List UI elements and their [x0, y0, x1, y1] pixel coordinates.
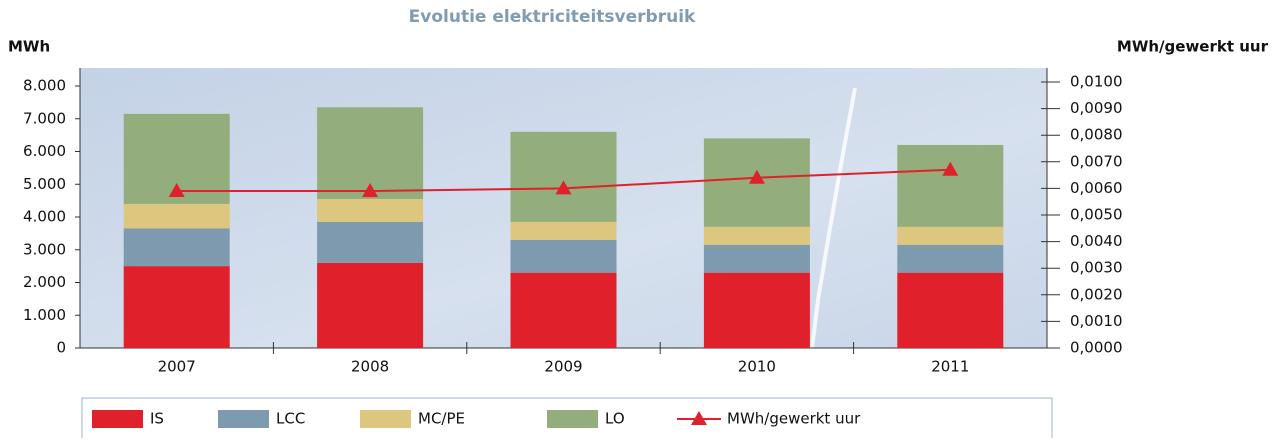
bar-segment — [704, 245, 810, 273]
y-tick-label: 7.000 — [23, 109, 66, 127]
y2-tick-label: 0,0070 — [1070, 152, 1123, 170]
bar-segment — [511, 222, 617, 240]
y2-axis-label: MWh/gewerkt uur — [1117, 38, 1269, 56]
bar-segment — [511, 273, 617, 348]
legend-swatch — [547, 410, 598, 428]
legend-swatch — [92, 410, 143, 428]
bar-segment — [124, 204, 230, 229]
bar-segment — [897, 273, 1003, 348]
y2-tick-label: 0,0020 — [1070, 285, 1123, 303]
y-tick-label: 1.000 — [23, 306, 66, 324]
bar-segment — [897, 145, 1003, 227]
y2-tick-label: 0,0050 — [1070, 206, 1123, 224]
legend-label: LO — [605, 410, 625, 428]
chart-title: Evolutie elektriciteitsverbruik — [409, 7, 696, 27]
bar-segment — [511, 132, 617, 222]
y2-tick-label: 0,0040 — [1070, 232, 1123, 250]
y-axis-label: MWh — [8, 38, 50, 56]
y2-tick-label: 0,0100 — [1070, 73, 1123, 91]
legend-label: MC/PE — [418, 410, 465, 428]
legend-swatch — [218, 410, 269, 428]
bar-segment — [124, 228, 230, 266]
legend-label: LCC — [276, 410, 305, 428]
bar-segment — [511, 240, 617, 273]
y-tick-label: 0 — [56, 339, 66, 357]
x-tick-label: 2008 — [351, 358, 389, 376]
y2-tick-label: 0,0000 — [1070, 339, 1123, 357]
y2-tick-label: 0,0080 — [1070, 126, 1123, 144]
x-tick-label: 2010 — [738, 358, 776, 376]
bar-segment — [124, 266, 230, 348]
bar-segment — [317, 199, 423, 222]
y2-tick-label: 0,0010 — [1070, 312, 1123, 330]
bar-segment — [704, 227, 810, 245]
bar-segment — [704, 273, 810, 348]
legend-swatch — [360, 410, 411, 428]
y-tick-label: 4.000 — [23, 208, 66, 226]
y2-tick-label: 0,0090 — [1070, 99, 1123, 117]
bar-segment — [897, 227, 1003, 245]
legend-label: IS — [150, 410, 164, 428]
y2-tick-label: 0,0060 — [1070, 179, 1123, 197]
x-tick-label: 2007 — [158, 358, 196, 376]
y2-tick-label: 0,0030 — [1070, 259, 1123, 277]
y-tick-label: 3.000 — [23, 240, 66, 258]
y-tick-label: 2.000 — [23, 273, 66, 291]
y-tick-label: 8.000 — [23, 77, 66, 95]
y-tick-label: 6.000 — [23, 142, 66, 160]
chart: Evolutie elektriciteitsverbruik MWh MWh/… — [0, 0, 1272, 438]
x-tick-label: 2009 — [544, 358, 582, 376]
legend-label: MWh/gewerkt uur — [727, 410, 861, 428]
x-tick-label: 2011 — [931, 358, 969, 376]
bar-segment — [317, 263, 423, 348]
bar-segment — [317, 222, 423, 263]
bar-segment — [897, 245, 1003, 273]
y-tick-label: 5.000 — [23, 175, 66, 193]
